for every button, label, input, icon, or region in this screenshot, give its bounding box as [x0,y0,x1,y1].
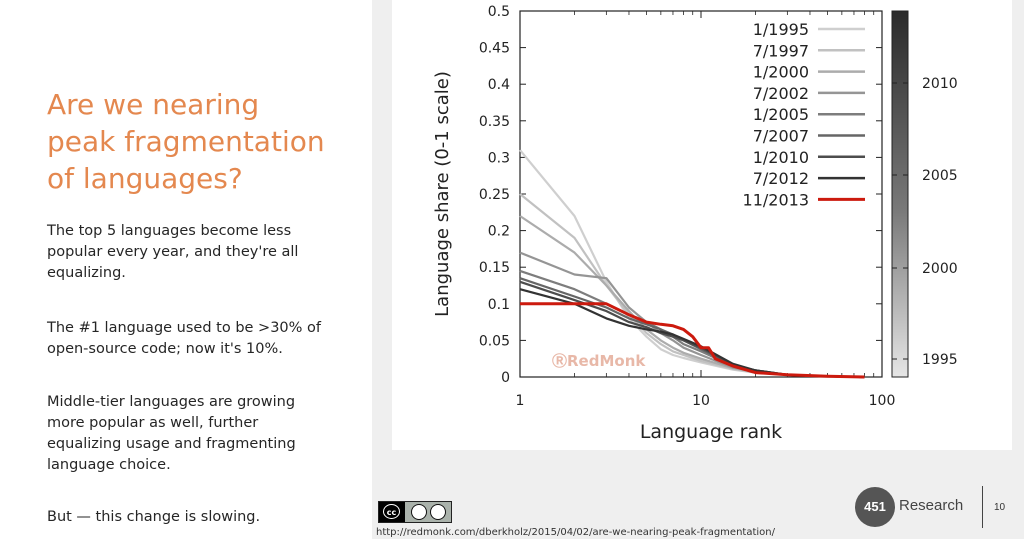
paragraph-number-one: The #1 language used to be >30% of open-… [47,318,347,360]
y-tick-label: 0.35 [479,114,510,130]
y-tick-label: 0.2 [488,224,510,240]
paragraph-line: more popular as well, further [47,415,259,431]
legend-label: 1/2000 [753,63,809,82]
colorbar-tick-label: 2010 [922,76,958,92]
slide-text-panel: Are we nearing peak fragmentation of lan… [0,0,372,539]
y-tick-label: 0.5 [488,4,510,20]
series-line [520,302,865,379]
footer-url-link[interactable]: http://redmonk.com/dberkholz/2015/04/02/… [376,527,775,538]
paragraph-line: The top 5 languages become less [47,223,292,239]
series-line [519,193,865,379]
x-axis-label: Language rank [640,421,782,443]
y-tick-label: 0 [501,370,510,386]
legend-label: 7/1997 [753,41,809,60]
paragraph-line: open-source code; now it's 10%. [47,341,283,357]
legend-label: 1/2010 [753,148,809,167]
cc-icon [379,502,405,522]
x-tick-label: 10 [692,393,710,409]
colorbar-tick-label: 2000 [922,261,958,277]
paragraph-middle-tier: Middle-tier languages are growing more p… [47,392,347,476]
colorbar [891,10,909,378]
y-tick-label: 0.05 [479,333,510,349]
y-tick-label: 0.25 [479,187,510,203]
paragraph-line: But — this change is slowing. [47,509,261,525]
language-share-chart: 0 0.05 0.1 0.15 0.2 0.25 0.3 0.35 0.4 0.45 0.5 1 10 1… [432,4,958,443]
plot-frame [519,10,883,378]
redmonk-watermark: ⓇRedMonk [552,352,646,370]
paragraph-line: popular every year, and they're all [47,244,299,260]
y-axis-label: Language share (0-1 scale) [432,71,453,317]
legend-label: 1/2005 [753,105,809,124]
attribution-icon [411,504,427,520]
y-tick-label: 0.1 [488,297,510,313]
legend-label: 11/2013 [743,190,809,209]
legend-label: 7/2002 [753,84,809,103]
colorbar-tick-label: 2005 [922,168,958,184]
creative-commons-icon[interactable] [378,501,452,523]
y-tick-label: 0.15 [479,260,510,276]
logo-research-text: Research [899,497,964,514]
title-line: peak fragmentation [47,125,325,158]
paragraph-slowing: But — this change is slowing. [47,507,347,528]
title-line: of languages? [47,162,243,195]
x-tick-label: 1 [516,393,525,409]
y-tick-label: 0.4 [488,77,510,93]
footer-divider [982,486,983,528]
legend-label: 1/1995 [753,20,809,39]
slide-title: Are we nearing peak fragmentation of lan… [47,86,367,197]
y-tick-label: 0.45 [479,41,510,57]
page-number: 10 [994,502,1006,513]
logo-451-icon: 451 [855,487,895,527]
paragraph-line: equalizing usage and fragmenting [47,436,296,452]
paragraph-top-five: The top 5 languages become less popular … [47,221,347,284]
no-derivatives-icon [430,504,446,520]
legend-label: 7/2012 [753,169,809,188]
legend-label: 7/2007 [753,127,809,146]
colorbar-tick-label: 1995 [922,352,958,368]
x-tick-label: 100 [869,393,896,409]
paragraph-line: equalizing. [47,265,126,281]
chart-container: 0 0.05 0.1 0.15 0.2 0.25 0.3 0.35 0.4 0.45 0.5 1 10 1… [392,0,1012,450]
title-line: Are we nearing [47,88,260,121]
paragraph-line: Middle-tier languages are growing [47,394,296,410]
paragraph-line: The #1 language used to be >30% of [47,320,322,336]
paragraph-line: language choice. [47,457,171,473]
y-tick-label: 0.3 [488,150,510,166]
